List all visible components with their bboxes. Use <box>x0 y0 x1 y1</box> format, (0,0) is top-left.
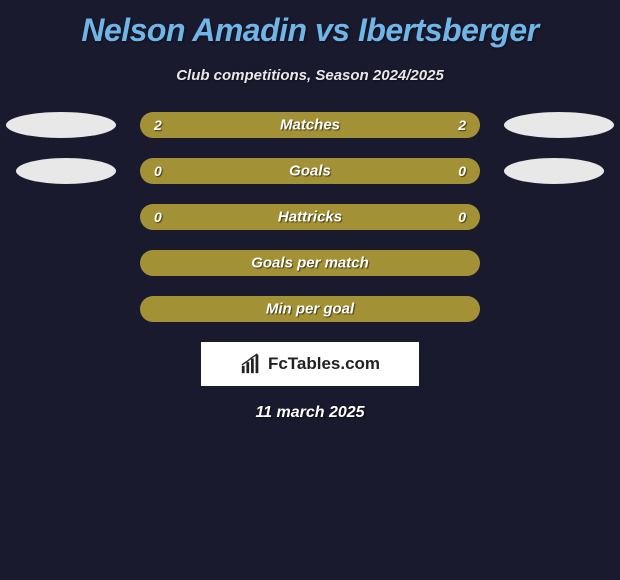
chart-icon <box>240 353 262 375</box>
stat-label: Goals <box>289 163 331 180</box>
branding: FcTables.com <box>201 342 419 386</box>
page-title: Nelson Amadin vs Ibertsberger <box>0 0 620 49</box>
stats-container: 2 2 Matches 0 0 Goals 0 0 Hattricks Goal… <box>0 112 620 422</box>
date-label: 11 march 2025 <box>0 404 620 422</box>
player-marker-left-1 <box>16 158 116 184</box>
stat-row-min-per-goal: Min per goal <box>140 296 480 322</box>
player-marker-left-0 <box>6 112 116 138</box>
stat-row-matches: 2 2 Matches <box>140 112 480 138</box>
stat-row-goals-per-match: Goals per match <box>140 250 480 276</box>
player-marker-right-0 <box>504 112 614 138</box>
stat-row-goals: 0 0 Goals <box>140 158 480 184</box>
stat-right-value: 0 <box>458 163 466 179</box>
page-subtitle: Club competitions, Season 2024/2025 <box>0 67 620 84</box>
stat-right-value: 2 <box>458 117 466 133</box>
stat-right-value: 0 <box>458 209 466 225</box>
branding-text: FcTables.com <box>268 354 380 374</box>
stat-left-value: 0 <box>154 163 162 179</box>
stat-row-hattricks: 0 0 Hattricks <box>140 204 480 230</box>
stat-left-value: 0 <box>154 209 162 225</box>
stat-label: Hattricks <box>278 209 342 226</box>
stat-label: Goals per match <box>251 255 369 272</box>
stat-label: Matches <box>280 117 340 134</box>
stat-left-value: 2 <box>154 117 162 133</box>
player-marker-right-1 <box>504 158 604 184</box>
stat-label: Min per goal <box>266 301 354 318</box>
